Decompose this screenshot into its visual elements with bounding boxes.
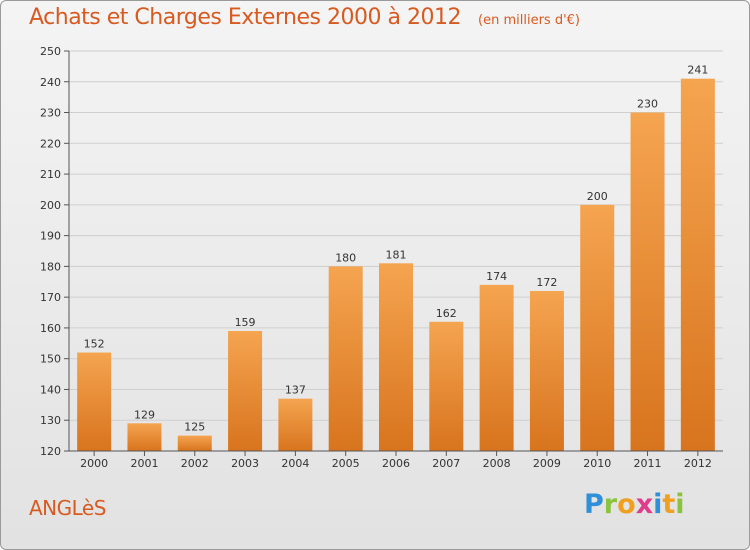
- bar: [680, 78, 715, 451]
- commune-name: ANGLèS: [29, 496, 106, 520]
- x-tick-label: 2008: [483, 457, 511, 470]
- bar-value-label: 137: [285, 384, 306, 397]
- bars: [77, 78, 715, 452]
- bar: [580, 204, 615, 451]
- bar-value-label: 172: [536, 276, 557, 289]
- logo-letter: r: [603, 489, 618, 520]
- bar: [228, 331, 263, 451]
- x-axis: 2000 2001 2002 2003 2004 2005 2006 2007 2008 2009…: [69, 450, 723, 470]
- x-tick-label: 2012: [684, 457, 712, 470]
- y-tick-label: 240: [40, 76, 61, 89]
- y-tick-label: 180: [40, 260, 61, 273]
- bar-value-label: 152: [84, 338, 105, 351]
- x-tick-label: 2009: [533, 457, 561, 470]
- logo-letter: t: [662, 489, 676, 520]
- y-axis: 120 130 140 150 160 170 180 190 200 210 220 230 240 2…: [40, 45, 70, 458]
- y-tick-label: 230: [40, 107, 61, 120]
- y-tick-label: 140: [40, 383, 61, 396]
- bar-value-label: 174: [486, 270, 507, 283]
- x-tick-label: 2007: [432, 457, 460, 470]
- logo-letter: i: [675, 489, 685, 520]
- title-unit: (en milliers d'€): [478, 13, 580, 28]
- bar-value-label: 129: [134, 408, 155, 421]
- y-tick-label: 200: [40, 199, 61, 212]
- bar: [278, 398, 313, 451]
- bar-value-label: 159: [235, 316, 256, 329]
- bar: [77, 352, 112, 451]
- y-tick-label: 130: [40, 414, 61, 427]
- bar-value-label: 180: [335, 251, 356, 264]
- y-tick-label: 190: [40, 230, 61, 243]
- x-tick-label: 2003: [231, 457, 259, 470]
- y-tick-label: 210: [40, 168, 61, 181]
- x-tick-label: 2010: [583, 457, 611, 470]
- bar-value-label: 241: [687, 64, 708, 77]
- y-tick-label: 120: [40, 445, 61, 458]
- y-tick-label: 170: [40, 291, 61, 304]
- bar: [177, 435, 212, 451]
- x-tick-label: 2011: [634, 457, 662, 470]
- logo-letter: x: [635, 489, 654, 520]
- bar-value-label: 230: [637, 98, 658, 111]
- bar-value-label: 125: [184, 421, 205, 434]
- logo-letter: P: [584, 489, 604, 520]
- bar: [379, 263, 413, 451]
- x-tick-label: 2000: [80, 457, 108, 470]
- title-text: Achats et Charges Externes 2000 à 2012: [29, 5, 461, 30]
- bar-value-label: 200: [587, 190, 608, 203]
- y-tick-label: 150: [40, 353, 61, 366]
- bar: [429, 321, 464, 451]
- bar: [479, 284, 514, 451]
- bar: [529, 291, 564, 451]
- value-labels: 152 129 125 159 137 180 181 162 174 172 200 230 241: [84, 64, 709, 434]
- x-tick-label: 2002: [181, 457, 209, 470]
- bar-value-label: 181: [386, 248, 407, 261]
- y-tick-label: 220: [40, 137, 61, 150]
- chart-title: Achats et Charges Externes 2000 à 2012 (…: [29, 5, 580, 30]
- logo-letter: i: [653, 489, 663, 520]
- logo-letter: o: [617, 489, 636, 520]
- x-tick-label: 2004: [281, 457, 309, 470]
- bar-value-label: 162: [436, 307, 457, 320]
- y-tick-label: 250: [40, 45, 61, 58]
- proxiti-logo[interactable]: Proxiti: [584, 489, 685, 520]
- bar: [127, 423, 162, 451]
- bar: [630, 112, 665, 452]
- bar: [328, 266, 363, 451]
- x-tick-label: 2001: [130, 457, 158, 470]
- x-tick-label: 2005: [332, 457, 360, 470]
- y-tick-label: 160: [40, 322, 61, 335]
- x-tick-label: 2006: [382, 457, 410, 470]
